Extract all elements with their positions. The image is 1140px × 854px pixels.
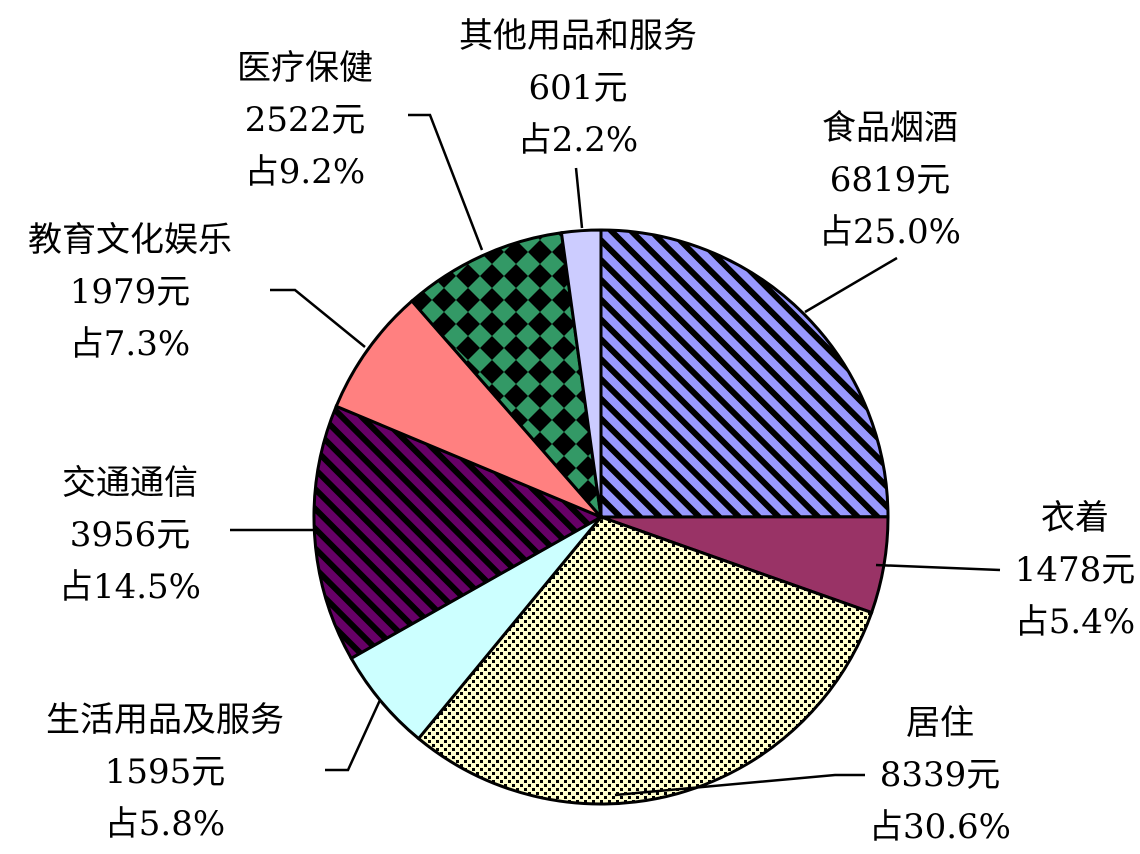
slice-pattern [601, 230, 888, 517]
value-label: 601元 [529, 68, 628, 108]
leader-line [614, 773, 865, 797]
slice [601, 516, 888, 613]
value-label: 1478元 [1015, 550, 1136, 590]
leader-line [270, 288, 366, 348]
slice-outline [599, 228, 890, 519]
slice-pattern [418, 517, 872, 804]
slice-pattern [411, 232, 601, 518]
slice [336, 301, 601, 517]
value-label: 6819元 [830, 160, 951, 200]
slice-outline [409, 231, 604, 522]
leader-line [408, 113, 484, 251]
percent-label: 占9.2% [245, 152, 365, 192]
category-label: 食品烟酒 [822, 108, 958, 148]
value-label: 3956元 [70, 515, 191, 555]
percent-label: 占30.6% [869, 807, 1011, 847]
pie [312, 228, 890, 806]
percent-label: 占25.0% [819, 212, 961, 252]
percent-label: 占7.3% [70, 324, 190, 364]
percent-label: 占5.4% [1015, 602, 1135, 642]
category-label: 教育文化娱乐 [28, 220, 232, 260]
category-label: 交通通信 [62, 463, 198, 503]
value-label: 8339元 [880, 755, 1001, 795]
leader-line [875, 563, 1001, 572]
slice [351, 517, 601, 739]
value-label: 1595元 [105, 752, 226, 792]
value-label: 2522元 [245, 100, 366, 140]
leader-line [325, 699, 382, 772]
category-label: 医疗保健 [237, 48, 373, 88]
value-label: 1979元 [70, 272, 191, 312]
slice-outline [416, 515, 874, 806]
leader-line [804, 256, 898, 314]
slice-outline [312, 404, 605, 661]
percent-label: 占2.2% [518, 120, 638, 160]
category-label: 居住 [906, 703, 974, 743]
leader-line [574, 167, 584, 229]
slice-outline [559, 228, 603, 518]
percent-label: 占5.8% [105, 804, 225, 844]
slice-pattern [314, 406, 601, 659]
percent-label: 占14.5% [59, 567, 201, 607]
category-label: 衣着 [1041, 498, 1109, 538]
slice-outline [334, 298, 603, 519]
category-label: 生活用品及服务 [46, 700, 284, 740]
category-label: 其他用品和服务 [459, 16, 697, 56]
